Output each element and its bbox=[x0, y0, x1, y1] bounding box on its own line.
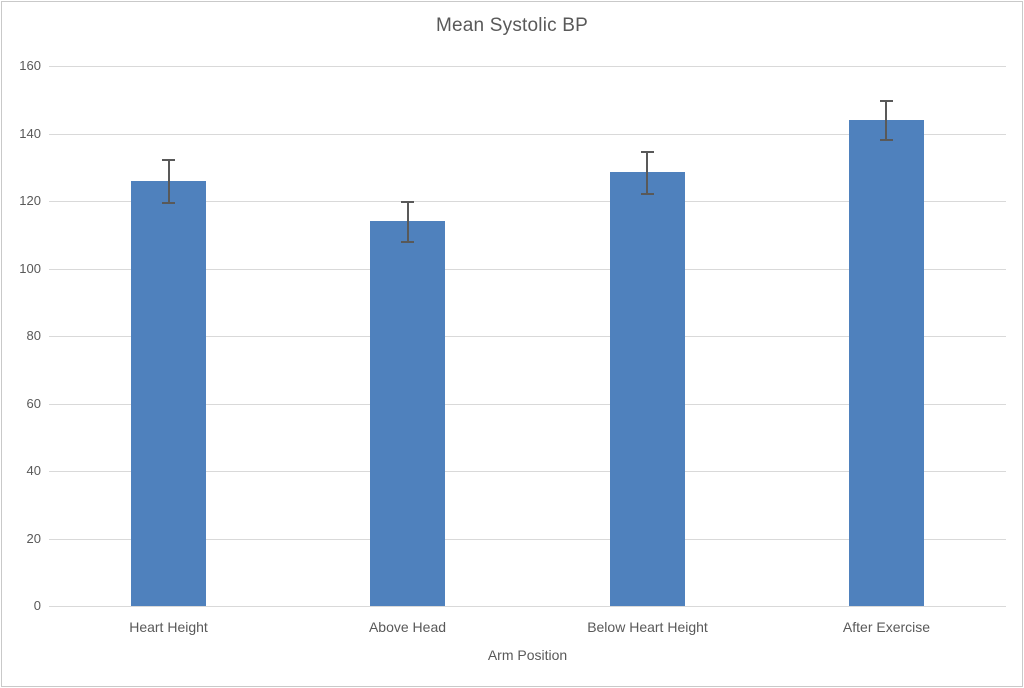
y-tick-label: 60 bbox=[26, 396, 41, 411]
y-tick-label: 0 bbox=[33, 598, 41, 613]
error-bar-cap-bottom bbox=[162, 202, 175, 204]
gridline bbox=[49, 201, 1006, 202]
chart-title: Mean Systolic BP bbox=[435, 15, 589, 36]
gridline bbox=[49, 269, 1006, 270]
gridline bbox=[49, 336, 1006, 337]
error-bar-cap-top bbox=[162, 159, 175, 161]
bar-below-heart-height bbox=[610, 172, 685, 606]
x-tick-label: Above Head bbox=[368, 619, 447, 635]
gridline bbox=[49, 471, 1006, 472]
gridline bbox=[49, 66, 1006, 67]
error-bar-line bbox=[885, 100, 887, 140]
y-tick-label: 140 bbox=[19, 126, 41, 141]
x-tick-label: Below Heart Height bbox=[587, 619, 708, 635]
error-bar-cap-bottom bbox=[641, 193, 654, 195]
error-bar-line bbox=[646, 151, 648, 194]
gridline bbox=[49, 404, 1006, 405]
error-bar-cap-top bbox=[401, 201, 414, 203]
error-bar-cap-top bbox=[880, 100, 893, 102]
y-tick-label: 80 bbox=[26, 328, 41, 343]
x-tick-label: After Exercise bbox=[842, 619, 931, 635]
bar-heart-height bbox=[131, 181, 206, 606]
error-bar-line bbox=[168, 159, 170, 203]
x-axis-line bbox=[49, 606, 1006, 607]
bar-after-exercise bbox=[849, 120, 924, 606]
x-tick-label: Heart Height bbox=[129, 619, 208, 635]
gridline bbox=[49, 134, 1006, 135]
y-tick-label: 160 bbox=[19, 58, 41, 73]
bar-above-head bbox=[370, 221, 445, 606]
y-tick-label: 40 bbox=[26, 463, 41, 478]
y-tick-label: 120 bbox=[19, 193, 41, 208]
error-bar-cap-bottom bbox=[880, 139, 893, 141]
x-axis-title: Arm Position bbox=[487, 647, 568, 663]
error-bar-cap-bottom bbox=[401, 241, 414, 243]
gridline bbox=[49, 539, 1006, 540]
error-bar-line bbox=[407, 201, 409, 242]
y-tick-label: 20 bbox=[26, 531, 41, 546]
y-tick-label: 100 bbox=[19, 261, 41, 276]
error-bar-cap-top bbox=[641, 151, 654, 153]
